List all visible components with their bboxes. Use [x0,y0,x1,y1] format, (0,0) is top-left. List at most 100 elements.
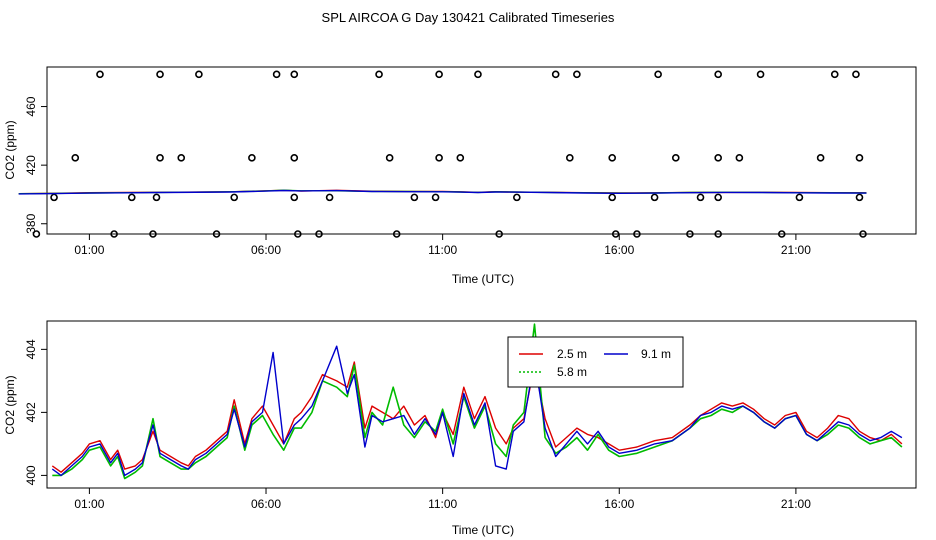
plot-frame-top [46,66,917,235]
outlier-marker [686,230,694,238]
legend-label-2-5m: 2.5 m [557,347,587,361]
outlier-marker [855,154,864,162]
y-tick-label: 460 [24,96,38,116]
outlier-marker [474,70,482,79]
series-line-2-5-m [51,361,903,473]
chart-title: SPL AIRCOA G Day 130421 Calibrated Times… [322,10,615,25]
y-axis-label-top: CO2 (ppm) [3,120,17,179]
x-tick-label: 16:00 [604,497,634,511]
outlier-marker [696,193,705,202]
outlier-marker [230,193,239,202]
series-lines-bottom [51,323,903,480]
y-tick-label: 380 [24,213,38,233]
outlier-marker [96,70,104,79]
outlier-marker [566,154,574,162]
outlier-marker [248,154,256,162]
x-axis-label-top: Time (UTC) [452,272,514,286]
x-tick-label: 21:00 [781,497,811,511]
outlier-marker [654,70,662,79]
plot-frame-bottom [46,320,917,489]
panel-top: 01:00 06:00 11:00 16:00 21:00 380 420 460 Time… [3,66,917,286]
outlier-marker [149,230,157,238]
y-axis-bottom: 400 402 404 [24,339,47,485]
series-line-9-1-m [18,189,867,195]
outlier-marker [152,193,161,202]
outlier-marker [290,70,299,79]
x-tick-label: 01:00 [74,243,104,257]
x-tick-label: 06:00 [251,243,281,257]
outlier-marker [608,154,617,162]
x-tick-label: 06:00 [251,497,281,511]
outlier-marker [110,230,118,238]
outlier-marker [495,230,503,238]
x-tick-label: 01:00 [74,497,104,511]
outlier-marker [392,230,401,238]
outlier-marker [714,70,722,79]
legend-label-9-1m: 9.1 m [641,347,671,361]
outlier-marker [410,193,419,202]
outlier-marker [375,70,383,79]
x-tick-label: 11:00 [428,497,457,511]
legend: 2.5 m 9.1 m 5.8 m [507,336,684,388]
outlier-marker [855,193,864,202]
outlier-marker [212,230,221,238]
outlier-marker [435,70,443,79]
outlier-marker [611,230,620,238]
outlier-marker [435,154,443,162]
outlier-marker [456,154,465,162]
outlier-marker [50,193,58,202]
y-tick-label: 400 [24,465,38,485]
x-tick-label: 21:00 [781,243,811,257]
x-tick-label: 11:00 [428,243,457,257]
outlier-marker [32,230,41,238]
outlier-marker [385,154,394,162]
x-axis-bottom: 01:00 06:00 11:00 16:00 21:00 [74,488,811,511]
y-tick-label: 420 [24,155,38,175]
outlier-marker [156,154,164,162]
x-axis-label-bottom: Time (UTC) [452,523,514,537]
outlier-marker [671,154,680,162]
outlier-marker [195,70,203,79]
series-lines-top [18,189,867,195]
outlier-marker [816,154,825,162]
panel-bottom: 01:00 06:00 11:00 16:00 21:00 400 402 404 Time… [3,320,917,537]
outlier-marker [431,193,440,202]
y-tick-label: 402 [24,402,38,422]
outlier-marker [513,193,521,202]
outlier-marker [608,193,617,202]
outlier-marker [551,70,560,79]
outlier-marker [272,70,281,79]
series-line-5-8-m [52,323,903,480]
x-axis-top: 01:00 06:00 11:00 16:00 21:00 [74,234,811,257]
outlier-marker [127,193,136,202]
outlier-marker [714,230,722,238]
outlier-marker [294,230,302,238]
outlier-marker [756,70,765,79]
outlier-marker [290,193,299,202]
outlier-marker [830,70,839,79]
outlier-marker [177,154,186,162]
series-line-9-1-m [51,345,903,477]
scatter-markers [32,70,867,238]
legend-box [507,336,684,388]
outlier-marker [290,154,299,162]
outlier-marker [156,70,164,79]
y-tick-label: 404 [24,339,38,359]
outlier-marker [71,154,80,162]
legend-label-5-8m: 5.8 m [557,365,587,379]
outlier-marker [714,154,722,162]
y-axis-top: 380 420 460 [24,96,47,234]
outlier-marker [714,193,722,202]
outlier-marker [795,193,804,202]
x-tick-label: 16:00 [604,243,634,257]
outlier-marker [650,193,659,202]
outlier-marker [315,230,323,238]
outlier-marker [573,70,581,79]
outlier-marker [633,230,641,238]
outlier-marker [852,70,860,79]
y-axis-label-bottom: CO2 (ppm) [3,375,17,434]
outlier-marker [735,154,744,162]
outlier-marker [859,230,867,238]
outlier-marker [325,193,334,202]
